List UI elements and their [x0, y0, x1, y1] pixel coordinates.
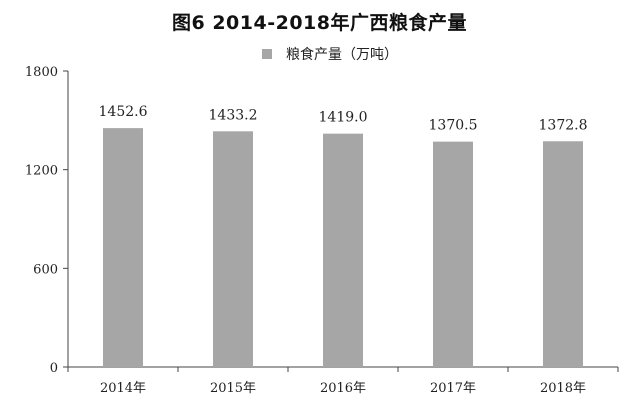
y-tick-label: 1800 [25, 65, 58, 80]
bar [543, 141, 583, 367]
data-label: 1452.6 [99, 104, 148, 120]
x-tick-label: 2018年 [540, 381, 586, 396]
data-label: 1372.8 [539, 117, 588, 133]
data-label: 1419.0 [319, 110, 368, 126]
bar [213, 131, 253, 367]
y-tick-label: 600 [33, 262, 58, 277]
legend-swatch [262, 49, 272, 59]
y-tick-label: 1200 [25, 164, 58, 179]
legend: 粮食产量（万吨） [262, 45, 398, 63]
x-tick-label: 2015年 [210, 381, 256, 396]
data-label: 1433.2 [209, 107, 258, 123]
x-tick-label: 2016年 [320, 381, 366, 396]
bar [103, 128, 143, 367]
x-tick-label: 2017年 [430, 381, 476, 396]
x-tick-label: 2014年 [100, 381, 146, 396]
data-label: 1370.5 [429, 118, 478, 134]
y-tick-label: 0 [50, 361, 58, 376]
bar [323, 133, 363, 367]
bar [433, 141, 473, 367]
chart-title: 图6 2014-2018年广西粮食产量 [172, 12, 467, 34]
legend-label: 粮食产量（万吨） [286, 47, 398, 63]
